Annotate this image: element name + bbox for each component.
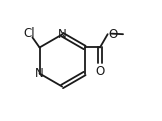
Text: N: N	[35, 67, 44, 80]
Text: O: O	[95, 65, 105, 78]
Text: Cl: Cl	[23, 27, 35, 40]
Text: N: N	[58, 28, 66, 41]
Text: O: O	[109, 28, 118, 41]
